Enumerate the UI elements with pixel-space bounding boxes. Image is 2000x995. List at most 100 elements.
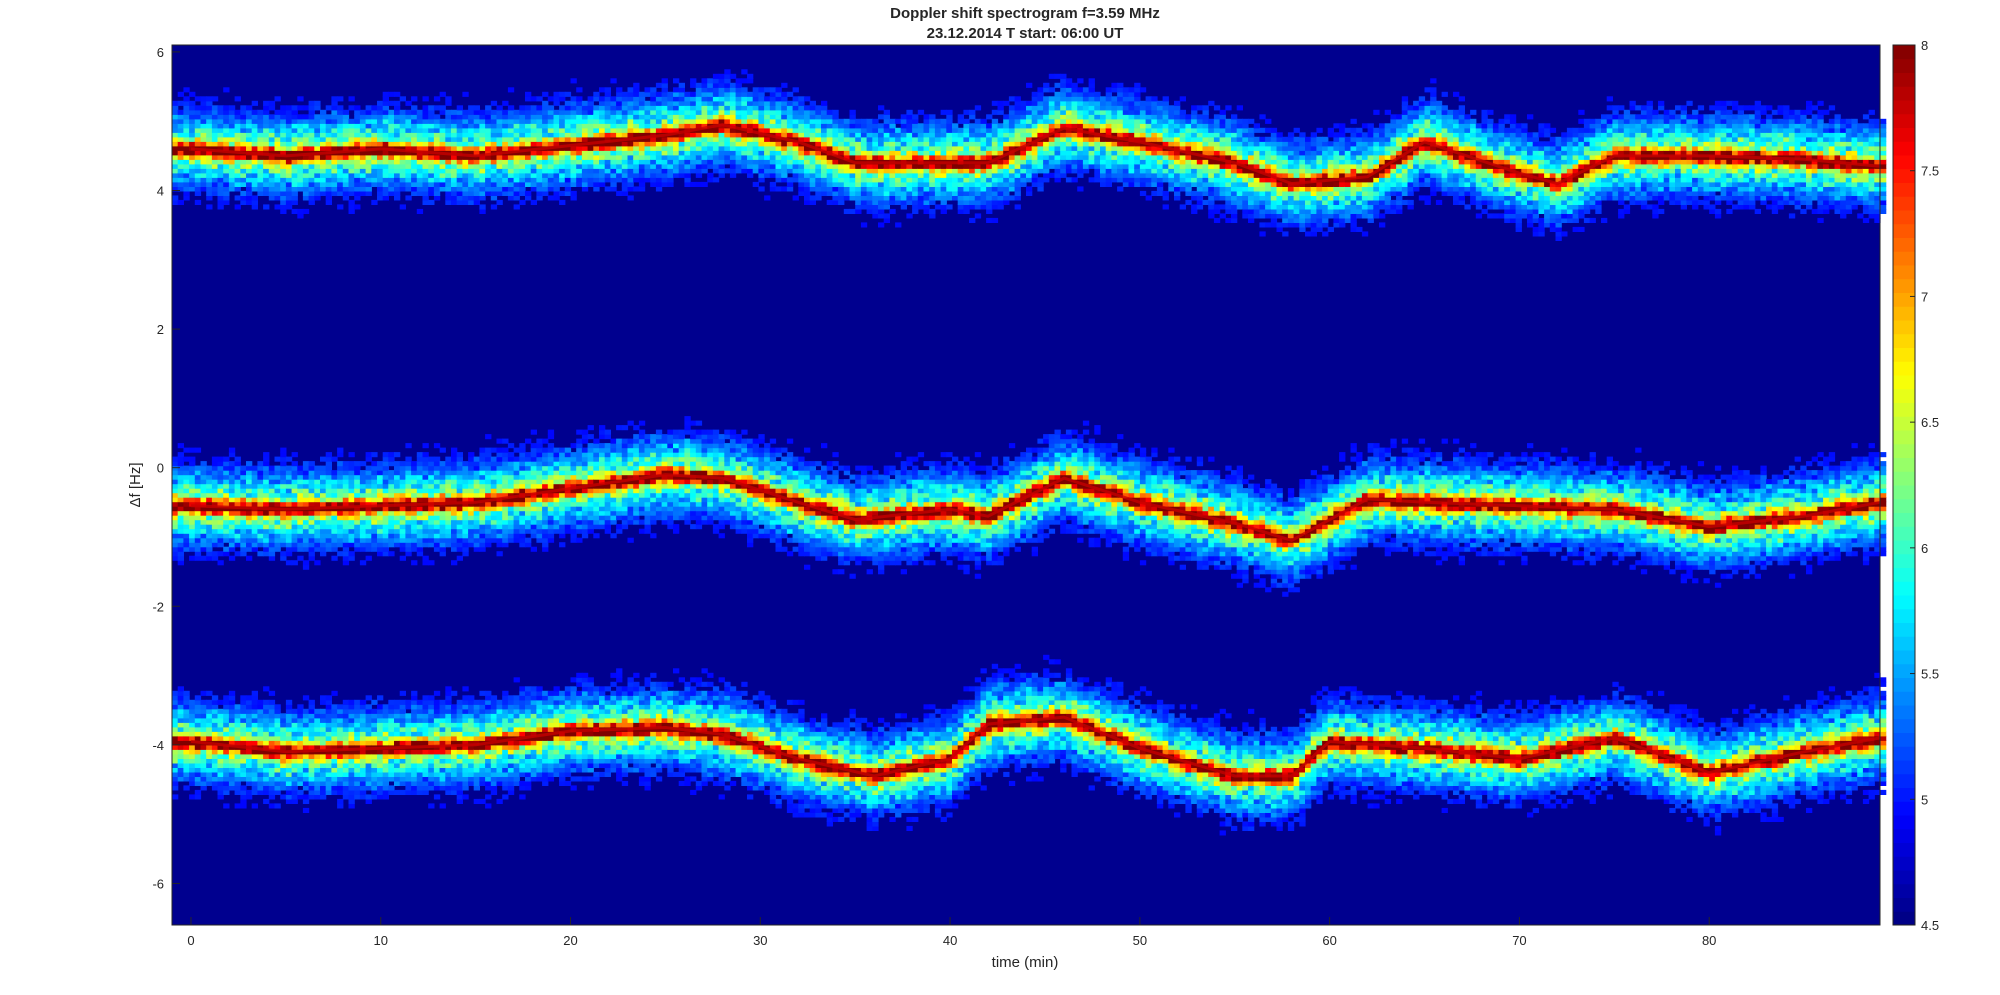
- heatmap-cell: [314, 128, 320, 133]
- heatmap-cell: [366, 794, 372, 799]
- heatmap-cell: [280, 772, 286, 777]
- heatmap-cell: [605, 772, 611, 777]
- heatmap-cell: [479, 119, 485, 124]
- heatmap-cell: [440, 155, 446, 160]
- heatmap-cell: [360, 718, 366, 723]
- heatmap-cell: [400, 547, 406, 552]
- heatmap-cell: [405, 114, 411, 119]
- heatmap-cell: [428, 200, 434, 205]
- heatmap-cell: [366, 182, 372, 187]
- heatmap-cell: [206, 745, 212, 750]
- heatmap-cell: [502, 123, 508, 128]
- heatmap-cell: [411, 781, 417, 786]
- heatmap-cell: [349, 137, 355, 142]
- heatmap-cell: [252, 520, 258, 525]
- heatmap-cell: [571, 78, 577, 83]
- heatmap-cell: [178, 520, 184, 525]
- heatmap-cell: [269, 709, 275, 714]
- heatmap-cell: [519, 461, 525, 466]
- heatmap-cell: [343, 529, 349, 534]
- heatmap-cell: [417, 191, 423, 196]
- heatmap-cell: [343, 493, 349, 498]
- heatmap-cell: [599, 691, 605, 696]
- heatmap-cell: [366, 493, 372, 498]
- heatmap-cell: [588, 457, 594, 462]
- heatmap-cell: [172, 506, 178, 511]
- heatmap-cell: [189, 529, 195, 534]
- heatmap-cell: [565, 511, 571, 516]
- heatmap-cell: [440, 727, 446, 732]
- heatmap-cell: [195, 727, 201, 732]
- heatmap-cell: [519, 740, 525, 745]
- heatmap-cell: [201, 484, 207, 489]
- heatmap-cell: [525, 137, 531, 142]
- heatmap-cell: [349, 96, 355, 101]
- heatmap-cell: [542, 119, 548, 124]
- heatmap-cell: [485, 479, 491, 484]
- heatmap-cell: [599, 128, 605, 133]
- heatmap-cell: [571, 110, 577, 115]
- heatmap-cell: [485, 754, 491, 759]
- heatmap-cell: [445, 119, 451, 124]
- heatmap-cell: [314, 123, 320, 128]
- heatmap-cell: [394, 700, 400, 705]
- heatmap-cell: [548, 511, 554, 516]
- heatmap-cell: [172, 542, 178, 547]
- heatmap-cell: [457, 466, 463, 471]
- heatmap-cell: [354, 520, 360, 525]
- heatmap-cell: [257, 182, 263, 187]
- heatmap-cell: [542, 776, 548, 781]
- heatmap-cell: [554, 713, 560, 718]
- heatmap-cell: [559, 691, 565, 696]
- heatmap-cell: [548, 520, 554, 525]
- heatmap-cell: [286, 740, 292, 745]
- heatmap-cell: [297, 497, 303, 502]
- heatmap-cell: [366, 488, 372, 493]
- heatmap-cell: [514, 749, 520, 754]
- heatmap-cell: [519, 452, 525, 457]
- heatmap-cell: [366, 110, 372, 115]
- heatmap-cell: [252, 146, 258, 151]
- heatmap-cell: [349, 736, 355, 741]
- heatmap-cell: [457, 722, 463, 727]
- heatmap-cell: [565, 695, 571, 700]
- heatmap-cell: [474, 119, 480, 124]
- heatmap-cell: [411, 141, 417, 146]
- heatmap-cell: [565, 137, 571, 142]
- heatmap-cell: [189, 164, 195, 169]
- heatmap-cell: [223, 749, 229, 754]
- heatmap-cell: [292, 493, 298, 498]
- heatmap-cell: [314, 484, 320, 489]
- heatmap-cell: [559, 114, 565, 119]
- heatmap-cell: [229, 542, 235, 547]
- heatmap-cell: [223, 772, 229, 777]
- heatmap-cell: [212, 781, 218, 786]
- heatmap-cell: [235, 186, 241, 191]
- heatmap-cell: [286, 790, 292, 795]
- heatmap-cell: [240, 177, 246, 182]
- heatmap-cell: [508, 754, 514, 759]
- heatmap-cell: [491, 515, 497, 520]
- heatmap-cell: [411, 119, 417, 124]
- heatmap-cell: [354, 470, 360, 475]
- heatmap-cell: [400, 529, 406, 534]
- heatmap-cell: [212, 493, 218, 498]
- heatmap-cell: [320, 547, 326, 552]
- heatmap-cell: [343, 137, 349, 142]
- heatmap-cell: [605, 506, 611, 511]
- heatmap-cell: [457, 781, 463, 786]
- heatmap-cell: [223, 497, 229, 502]
- heatmap-cell: [485, 511, 491, 516]
- heatmap-cell: [428, 520, 434, 525]
- heatmap-cell: [411, 722, 417, 727]
- heatmap-cell: [428, 479, 434, 484]
- heatmap-cell: [423, 195, 429, 200]
- heatmap-cell: [400, 700, 406, 705]
- heatmap-cell: [377, 722, 383, 727]
- heatmap-cell: [423, 731, 429, 736]
- heatmap-cell: [502, 448, 508, 453]
- heatmap-cell: [417, 758, 423, 763]
- heatmap-cell: [326, 493, 332, 498]
- heatmap-cell: [440, 511, 446, 516]
- heatmap-cell: [275, 547, 281, 552]
